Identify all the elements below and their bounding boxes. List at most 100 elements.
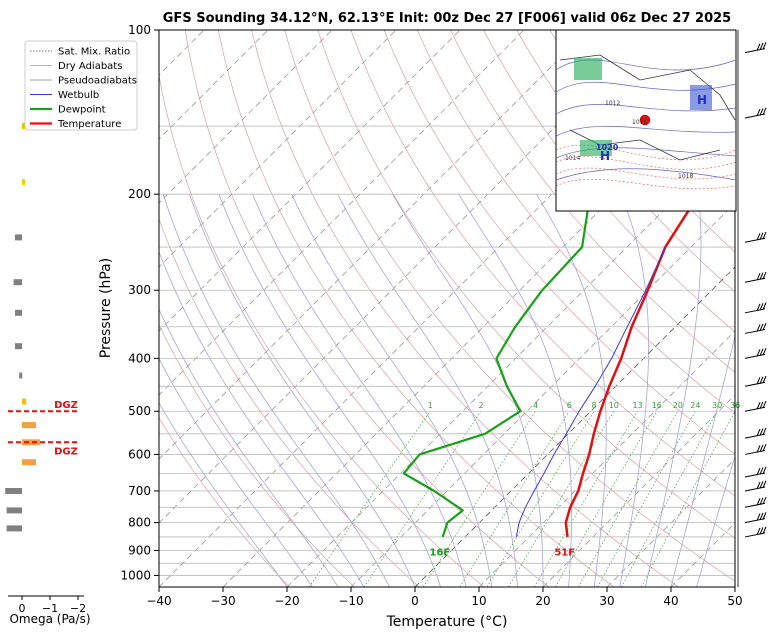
y-tick-label: 600 [128, 447, 151, 461]
wind-barb [745, 527, 766, 537]
mixing-ratio-line [309, 411, 430, 587]
legend-label: Wetbulb [58, 90, 99, 101]
mixing-ratio-line [423, 411, 535, 587]
pseudoadiabat [393, 194, 543, 587]
surface-annotations: 16F 51F [430, 548, 576, 559]
surface-label: 51F [554, 548, 575, 559]
wind-barb [745, 444, 766, 454]
mixing-ratio-label: 6 [567, 401, 572, 410]
omega-bar [7, 507, 22, 513]
legend-label: Sat. Mix. Ratio [58, 47, 130, 58]
y-tick-label: 500 [128, 404, 151, 418]
x-tick-label: 30 [599, 594, 614, 608]
y-axis-label: Pressure (hPa) [98, 258, 114, 358]
mixing-ratio-label: 13 [633, 401, 643, 410]
x-tick-label: −30 [210, 594, 235, 608]
wind-barb [745, 108, 766, 118]
omega-bar [22, 399, 26, 405]
wind-barb [745, 497, 766, 507]
pseudoadiabat [78, 194, 287, 587]
wind-barbs [738, 30, 766, 587]
legend-label: Dewpoint [58, 105, 106, 116]
mixing-ratio-label: 10 [609, 401, 619, 410]
y-tick-label: 400 [128, 351, 151, 365]
omega-bar [15, 234, 22, 240]
wind-barb [745, 376, 766, 386]
x-tick-label: −20 [274, 594, 299, 608]
pseudoadiabat [620, 194, 649, 587]
wind-barb [745, 467, 766, 477]
y-tick-label: 1000 [120, 568, 151, 582]
wind-barb [745, 401, 766, 411]
x-tick-label: 0 [411, 594, 419, 608]
y-tick-label: 100 [128, 23, 151, 37]
dry-adiabat [119, 30, 419, 587]
omega-bar [7, 525, 22, 531]
surface-label: 16F [430, 548, 451, 559]
omega-bar [22, 422, 36, 428]
mixing-ratio-label: 16 [652, 401, 662, 410]
legend-label: Dry Adiabats [58, 61, 122, 72]
mixing-ratio-label: 4 [533, 401, 538, 410]
dry-adiabat [185, 30, 549, 587]
x-tick-label: −40 [146, 594, 171, 608]
wind-barb [745, 303, 766, 313]
mixing-ratio-label: 1 [428, 401, 433, 410]
wind-barb [745, 428, 766, 438]
dgz-label: DGZ [54, 446, 78, 457]
wind-barb [745, 481, 766, 491]
pseudoadiabat [219, 194, 441, 587]
x-tick-label: −10 [338, 594, 363, 608]
omega-bar [22, 459, 36, 465]
y-tick-label: 900 [128, 543, 151, 557]
x-axis-ticks: −40 −30 −20 −10 0 10 20 30 40 50 [146, 587, 742, 608]
pressure-label: 1014 [565, 155, 580, 162]
x-tick-label: 50 [727, 594, 742, 608]
mixing-ratio-label: 24 [690, 401, 700, 410]
mixing-ratio-label: 8 [592, 401, 597, 410]
pressure-label: 1018 [678, 173, 693, 180]
high-marker: H [697, 93, 707, 107]
pressure-label: 1012 [605, 100, 620, 107]
mixing-ratio-label: 20 [673, 401, 683, 410]
high-marker: H [600, 149, 610, 163]
omega-bar [5, 488, 22, 494]
wind-barb [745, 232, 766, 242]
wind-barb [745, 512, 766, 522]
mixing-ratio-label: 30 [712, 401, 722, 410]
isotherm [735, 30, 774, 587]
x-tick-label: 20 [535, 594, 550, 608]
omega-bar [15, 310, 22, 316]
pseudoadiabat [253, 194, 467, 587]
mixing-ratio-label: 2 [478, 401, 483, 410]
wind-barb [745, 348, 766, 358]
x-tick-label: 40 [663, 594, 678, 608]
dry-adiabat [749, 30, 774, 587]
omega-axis-label: Omega (Pa/s) [9, 612, 90, 626]
pseudoadiabat [163, 194, 389, 587]
dry-adiabat [152, 30, 484, 587]
x-tick-label: 10 [471, 594, 486, 608]
mixing-ratio-line [641, 411, 735, 587]
mixing-ratio-line [364, 411, 481, 587]
pseudoadiabat [292, 194, 492, 587]
mixing-ratio-line [509, 411, 614, 587]
precip-area [574, 58, 602, 80]
wind-barb [745, 323, 766, 333]
omega-bar [22, 123, 25, 129]
wind-barb [745, 42, 766, 52]
y-tick-label: 700 [128, 484, 151, 498]
wind-barb [745, 272, 766, 282]
pressure-label: 1016 [632, 119, 647, 126]
omega-bar [15, 343, 22, 349]
dgz-label: DGZ [54, 400, 78, 411]
legend-label: Temperature [57, 119, 121, 130]
dry-adiabat [218, 30, 614, 587]
y-tick-label: 200 [128, 187, 151, 201]
